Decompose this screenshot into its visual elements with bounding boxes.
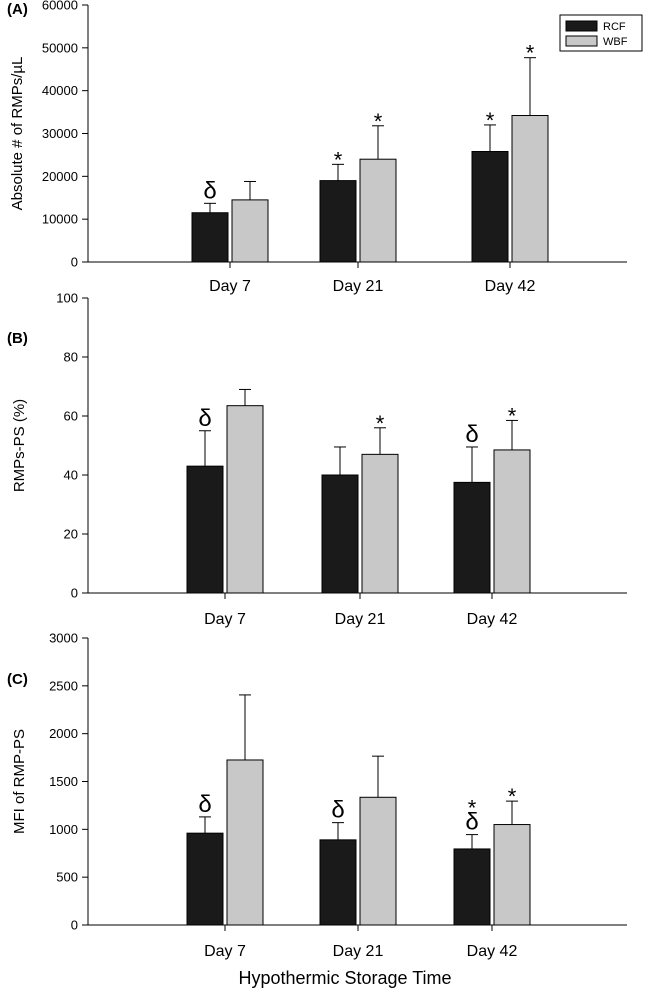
y-tick-label: 500 bbox=[56, 870, 78, 885]
y-axis-title: Absolute # of RMPs/µL bbox=[9, 57, 26, 211]
y-tick-label: 2000 bbox=[49, 726, 78, 741]
significance-delta: δ bbox=[198, 791, 211, 818]
bar-wbf bbox=[493, 449, 531, 594]
significance-star: * bbox=[374, 109, 383, 134]
y-tick-label: 1000 bbox=[49, 822, 78, 837]
y-tick-label: 50000 bbox=[42, 40, 78, 55]
y-tick-label: 30000 bbox=[42, 126, 78, 141]
chart-panel-2: 0 20 40 60 80 100 Day 7 Day 21 Day 42 RMPs-PS (%)… bbox=[7, 291, 627, 628]
significance-delta: δ bbox=[203, 177, 216, 204]
bar-wbf bbox=[361, 453, 399, 594]
significance-star: * bbox=[526, 41, 535, 66]
bar-rcf bbox=[453, 481, 491, 594]
significance-delta: δ bbox=[198, 405, 211, 432]
bar-rcf bbox=[319, 839, 357, 926]
x-tick-label: Day 42 bbox=[467, 611, 518, 628]
significance-star: * bbox=[376, 411, 385, 436]
y-tick-label: 100 bbox=[56, 291, 78, 306]
y-tick-label: 60000 bbox=[42, 0, 78, 13]
bar-wbf bbox=[511, 115, 549, 263]
legend-label-wbf: WBF bbox=[603, 36, 628, 48]
panel-label: (C) bbox=[7, 671, 28, 688]
x-tick-label: Day 7 bbox=[204, 943, 246, 960]
x-tick-label: Day 21 bbox=[333, 943, 384, 960]
y-tick-label: 3000 bbox=[49, 631, 78, 646]
bar-wbf bbox=[359, 796, 397, 926]
bar-wbf bbox=[493, 824, 531, 926]
y-tick-label: 0 bbox=[71, 918, 78, 933]
y-axis-title: MFI of RMP-PS bbox=[11, 729, 28, 834]
bar-rcf bbox=[471, 150, 509, 263]
bar-wbf bbox=[359, 158, 397, 263]
bar-rcf bbox=[191, 212, 229, 263]
y-tick-label: 40000 bbox=[42, 83, 78, 98]
x-tick-label: Day 42 bbox=[485, 278, 536, 295]
bar-rcf bbox=[186, 832, 224, 926]
y-tick-label: 60 bbox=[64, 409, 78, 424]
x-axis-title: Hypothermic Storage Time bbox=[238, 968, 451, 988]
significance-delta: δ bbox=[465, 421, 478, 448]
y-axis-title: RMPs-PS (%) bbox=[11, 399, 28, 492]
panel-label: (B) bbox=[7, 330, 28, 347]
significance-delta: δ bbox=[331, 797, 344, 824]
chart-panel-3: 0 500 1000 1500 2000 2500 3000 Day 7 Day 21 Day 4… bbox=[7, 631, 627, 960]
y-tick-label: 20 bbox=[64, 527, 78, 542]
chart-panel-1: 0 10000 20000 30000 40000 50000 60000 Day 7 Day … bbox=[7, 0, 643, 295]
panel-label: (A) bbox=[7, 1, 28, 18]
x-tick-label: Day 21 bbox=[333, 278, 384, 295]
bar-wbf bbox=[226, 759, 264, 926]
legend-swatch-rcf bbox=[565, 20, 598, 32]
bar-rcf bbox=[453, 848, 491, 926]
bar-rcf bbox=[321, 474, 359, 594]
x-tick-label: Day 21 bbox=[335, 611, 386, 628]
legend-label-rcf: RCF bbox=[603, 21, 626, 33]
legend-swatch-wbf bbox=[565, 35, 598, 47]
y-tick-label: 80 bbox=[64, 350, 78, 365]
bar-rcf bbox=[186, 465, 224, 594]
y-tick-label: 20000 bbox=[42, 169, 78, 184]
y-tick-label: 10000 bbox=[42, 212, 78, 227]
y-tick-label: 0 bbox=[71, 255, 78, 270]
y-tick-label: 2500 bbox=[49, 678, 78, 693]
bar-wbf bbox=[226, 405, 264, 594]
significance-star: * bbox=[486, 108, 495, 133]
x-tick-label: Day 42 bbox=[467, 943, 518, 960]
y-tick-label: 1500 bbox=[49, 774, 78, 789]
legend: RCF WBF bbox=[559, 14, 643, 52]
significance-star: * bbox=[508, 403, 517, 428]
x-tick-label: Day 7 bbox=[204, 611, 246, 628]
significance-star: * bbox=[334, 147, 343, 172]
y-tick-label: 0 bbox=[71, 586, 78, 601]
bar-wbf bbox=[231, 199, 269, 263]
significance-star: * bbox=[508, 784, 517, 809]
significance-delta: δ bbox=[465, 809, 478, 836]
x-tick-label: Day 7 bbox=[209, 278, 251, 295]
bar-rcf bbox=[319, 180, 357, 263]
y-tick-label: 40 bbox=[64, 468, 78, 483]
significance-star: * bbox=[468, 796, 477, 821]
